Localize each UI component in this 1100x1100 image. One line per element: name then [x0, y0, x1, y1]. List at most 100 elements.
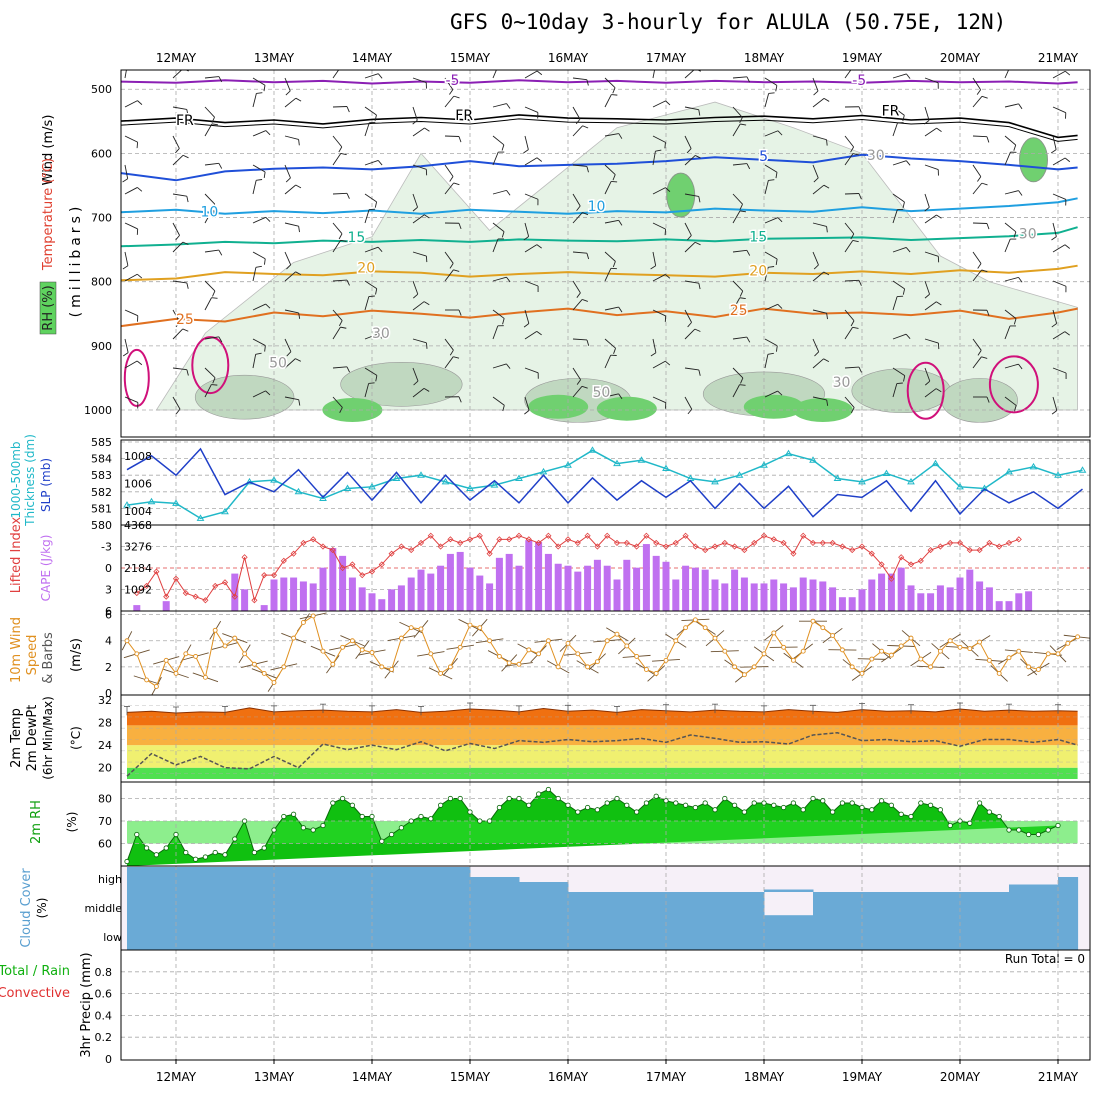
lifted-index-marker: [711, 543, 719, 550]
cloud-high-bar: [1058, 877, 1079, 892]
wind10-marker: [937, 648, 943, 654]
lifted-index-marker: [721, 539, 728, 546]
wind10-marker: [349, 638, 355, 644]
lifted-index-marker: [525, 536, 532, 543]
lifted-index-marker: [221, 579, 229, 586]
thickness-marker: [417, 471, 425, 478]
lifted-index-marker: [202, 597, 209, 604]
rh2m-marker: [829, 809, 836, 815]
cape-bar: [780, 583, 788, 611]
wind10-marker: [408, 625, 414, 631]
wind-barb: [124, 309, 138, 317]
wind-barb-flag: [903, 375, 906, 382]
wind-barb: [764, 354, 769, 369]
wind-barb-flag: [218, 249, 223, 256]
wind-barb-flag: [298, 226, 300, 233]
wind-barb: [764, 338, 778, 347]
wind-barb-flag: [618, 306, 623, 313]
wind-barb: [572, 106, 581, 120]
wind-barb: [1004, 190, 1019, 195]
wind10-marker: [614, 631, 620, 637]
wind-barb-flag: [905, 160, 911, 166]
cape-bar: [309, 583, 317, 611]
wind-barb-flag: [1064, 157, 1071, 163]
cape-bar: [760, 583, 768, 611]
wind-barb-flag: [341, 67, 347, 68]
rh2m-marker: [1026, 831, 1032, 838]
lifted-index-marker: [878, 561, 885, 568]
cape-bar: [466, 567, 474, 611]
rh2m-marker: [673, 800, 679, 806]
wind-barb-flag: [536, 331, 542, 336]
rh2m-marker: [261, 845, 267, 851]
wind-barb: [412, 280, 419, 295]
contour-label: 15: [749, 229, 767, 245]
thickness-marker: [319, 494, 327, 501]
wind-barb: [524, 244, 538, 253]
cloud-middle-bar: [519, 892, 569, 921]
wind-barb-flag: [122, 178, 128, 183]
wind-barb: [172, 309, 181, 323]
wind-barb: [892, 193, 905, 203]
rh2m-marker: [1055, 822, 1061, 829]
wind-barb-flag: [775, 258, 778, 265]
thickness-marker: [1078, 466, 1087, 473]
temp2m-panel: [121, 695, 1090, 782]
wind-barb: [812, 396, 827, 401]
wind-barb-flag: [823, 358, 830, 363]
wind-barb: [492, 189, 507, 195]
wind-barb: [812, 98, 825, 108]
wind-barb-flag: [185, 70, 189, 72]
rh2m-marker: [957, 818, 963, 824]
thickness-marker: [270, 476, 278, 483]
wind-barb: [684, 367, 699, 371]
wind-barb-flag: [265, 303, 271, 309]
wind-barb: [764, 251, 778, 260]
lifted-index-marker: [133, 590, 140, 597]
wind-barb: [412, 388, 425, 398]
wind-barb-flag: [218, 76, 223, 83]
wind-barb-flag: [502, 318, 505, 325]
wind-barb: [492, 103, 507, 108]
rh2m-marker: [869, 807, 875, 813]
slp-tick: 1008: [124, 450, 152, 463]
wind-barb-flag: [986, 396, 990, 403]
wind10-marker: [359, 647, 365, 653]
wind-barb: [364, 160, 379, 166]
cloud-middle-bar: [813, 892, 863, 921]
wind-barb: [492, 238, 499, 253]
wind-barb: [204, 210, 213, 224]
thickness-tick: 580: [91, 519, 112, 532]
wind-barb-flag: [1018, 363, 1023, 370]
cape-bar: [231, 573, 239, 611]
wind-barb-flag: [977, 350, 982, 356]
cape-bar: [260, 605, 268, 611]
cape-bar: [907, 585, 915, 611]
rh2m-marker: [408, 818, 414, 824]
wind-barb: [892, 296, 898, 311]
wind-barb: [604, 94, 612, 108]
cape-bar: [290, 577, 298, 611]
rh2m-marker: [379, 838, 385, 844]
wind10-label-1: 10m Wind: [9, 617, 24, 683]
lifted-index-marker: [153, 568, 160, 575]
wind-barb-flag: [665, 100, 671, 106]
wind-barb-flag: [536, 244, 542, 249]
cape-bar: [280, 577, 288, 611]
wind-barb-flag: [453, 95, 460, 99]
upper-ytick: 500: [91, 83, 112, 96]
wind-barb: [1052, 367, 1067, 374]
wind10-marker: [996, 670, 1002, 676]
wind-barb-flag: [298, 399, 301, 406]
wind10-marker: [144, 677, 150, 683]
cape-bar: [407, 577, 415, 611]
cape-bar: [544, 553, 552, 611]
wind10-marker: [918, 656, 924, 662]
wind-barb-flag: [739, 290, 744, 297]
slp-tick: 1006: [124, 478, 152, 491]
wind-barb: [284, 271, 296, 282]
wind-barb: [252, 251, 266, 260]
wind-barb-flag: [212, 377, 216, 384]
date-label-bottom: 12MAY: [156, 1070, 197, 1084]
